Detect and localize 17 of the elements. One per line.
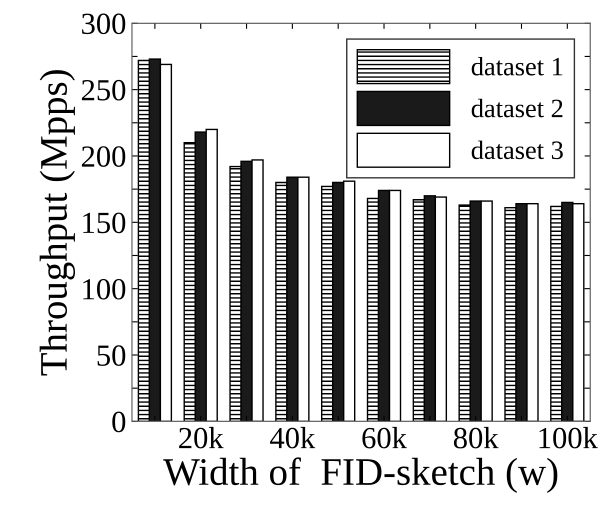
x-tick-label: 80k	[454, 426, 499, 448]
x-tick-label: 20k	[179, 426, 224, 448]
legend-label: dataset 1	[472, 56, 562, 76]
y-tick-label: 250	[82, 80, 126, 101]
y-tick-label: 200	[82, 146, 126, 167]
x-tick-label: 60k	[362, 426, 407, 448]
y-tick-label: 150	[83, 212, 126, 234]
x-tick-label: 100k	[539, 426, 598, 448]
legend-label: dataset 2	[472, 98, 562, 118]
x-axis-title: Width of FID-sketch (w)	[163, 457, 558, 494]
legend-label: dataset 3	[472, 140, 563, 160]
y-tick-label: 0	[112, 412, 126, 432]
y-tick-label: 50	[98, 345, 126, 366]
y-tick-label: 100	[83, 278, 126, 300]
y-tick-label: 300	[82, 14, 126, 34]
x-tick-label: 40k	[270, 426, 316, 448]
y-axis-title: Throughput (Mpps)	[40, 70, 76, 376]
